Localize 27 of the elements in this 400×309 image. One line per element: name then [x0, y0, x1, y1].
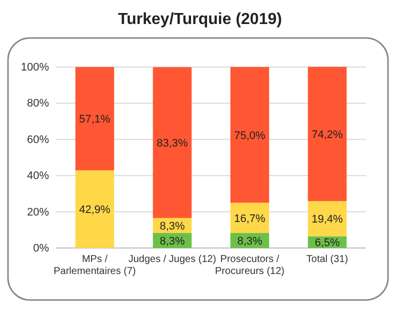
- bar: [230, 67, 270, 203]
- data-label: 8,3%: [160, 235, 185, 248]
- y-tick-label: 100%: [20, 62, 50, 74]
- y-tick-label: 60%: [26, 134, 50, 146]
- bar: [75, 170, 114, 248]
- data-label: 57,1%: [79, 114, 111, 126]
- x-tick-label: Prosecutors / Procureurs (12): [215, 254, 284, 277]
- data-label: 42,9%: [79, 204, 111, 216]
- bar: [75, 67, 114, 170]
- data-label: 74,2%: [312, 128, 344, 141]
- y-tick-label: 40%: [26, 170, 50, 182]
- x-tick-label: Judges / Juges (12): [128, 254, 216, 265]
- y-tick-label: 20%: [26, 206, 50, 218]
- bar: [152, 67, 192, 218]
- data-label: 16,7%: [234, 212, 266, 225]
- data-label: 19,4%: [312, 214, 344, 226]
- bar: [308, 201, 347, 236]
- x-tick-label: Total (31): [306, 254, 348, 265]
- data-label: 75,0%: [234, 130, 266, 142]
- data-label: 8,3%: [237, 235, 262, 248]
- y-tick-label: 80%: [26, 98, 50, 110]
- y-tick-label: 0%: [33, 242, 50, 255]
- chart-title: Turkey/Turquie (2019): [118, 11, 282, 28]
- data-label: 8,3%: [160, 220, 185, 232]
- data-label: 83,3%: [156, 138, 188, 150]
- data-label: 6,5%: [314, 237, 340, 250]
- bar: [308, 66, 347, 202]
